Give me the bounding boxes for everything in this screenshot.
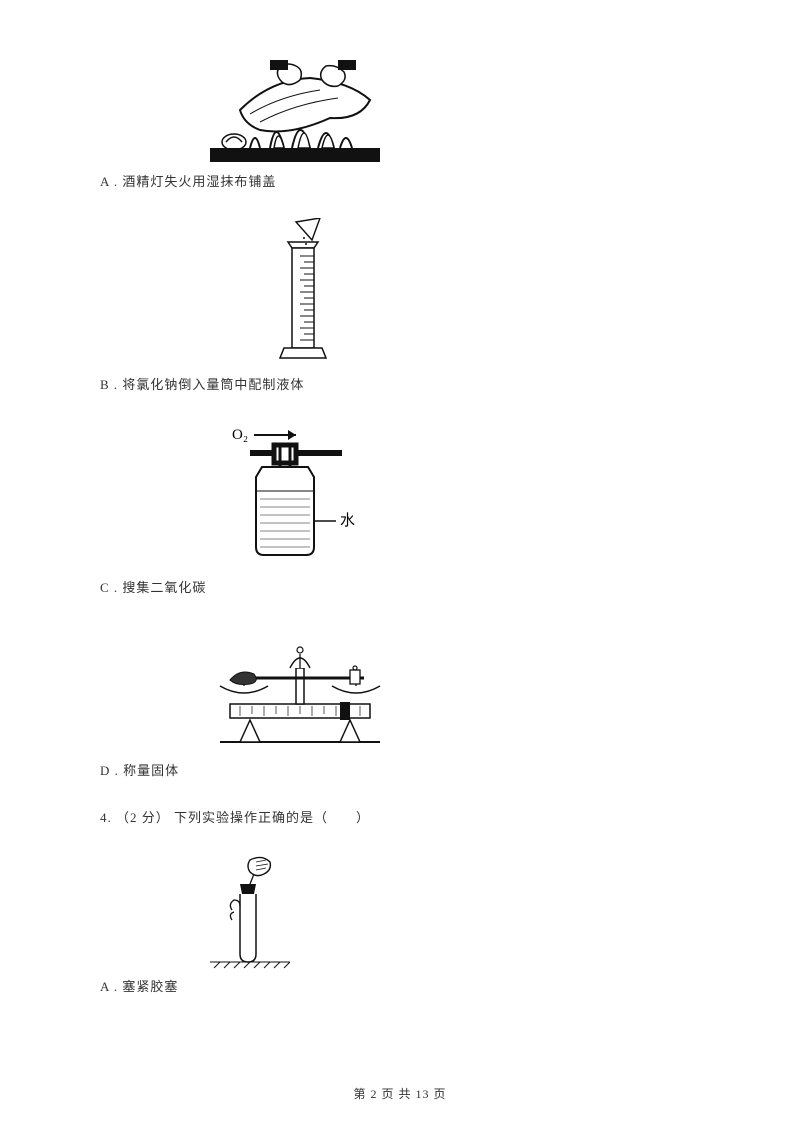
q4-option-a-text: A . 塞紧胶塞: [100, 976, 700, 995]
option-b-text: B . 将氯化钠倒入量筒中配制液体: [100, 374, 700, 393]
option-d-letter: D: [100, 763, 110, 778]
option-a-letter: A: [100, 174, 110, 189]
svg-text:水: 水: [340, 512, 355, 529]
option-d-block: D . 称量固体: [100, 624, 700, 779]
figure-b: [260, 218, 700, 368]
option-a-block: A . 酒精灯失火用湿抹布铺盖: [100, 60, 700, 190]
option-a-desc: 酒精灯失火用湿抹布铺盖: [122, 174, 276, 189]
q4-stem: 下列实验操作正确的是（ ）: [174, 810, 370, 825]
option-a-text: A . 酒精灯失火用湿抹布铺盖: [100, 171, 700, 190]
option-d-desc: 称量固体: [123, 763, 179, 778]
svg-text:O₂: O₂: [232, 427, 248, 443]
option-c-text: C . 搜集二氧化碳: [100, 577, 700, 596]
fire-cloth-icon: [210, 60, 380, 165]
page-footer: 第 2 页 共 13 页: [0, 1085, 800, 1102]
figure-c: O₂ 水: [210, 421, 700, 571]
option-b-block: B . 将氯化钠倒入量筒中配制液体: [100, 218, 700, 393]
q4-number: 4.: [100, 810, 112, 825]
page-total: 13: [416, 1087, 430, 1101]
gas-bottle-icon: O₂ 水: [210, 421, 390, 571]
question-4: 4. （2 分） 下列实验操作正确的是（ ）: [100, 807, 700, 826]
option-c-letter: C: [100, 580, 110, 595]
graduated-cylinder-icon: [260, 218, 350, 368]
figure-d: [200, 624, 700, 754]
option-d-text: D . 称量固体: [100, 760, 700, 779]
option-c-desc: 搜集二氧化碳: [122, 580, 206, 595]
option-b-desc: 将氯化钠倒入量筒中配制液体: [122, 377, 304, 392]
q4-option-a-block: A . 塞紧胶塞: [100, 850, 700, 995]
figure-q4a: [210, 850, 700, 970]
figure-a: [210, 60, 700, 165]
q4-option-a-letter: A: [100, 979, 110, 994]
option-b-letter: B: [100, 377, 110, 392]
q4-points: （2 分）: [116, 810, 170, 825]
balance-scale-icon: [200, 624, 400, 754]
option-c-block: O₂ 水 C .: [100, 421, 700, 596]
test-tube-stopper-icon: [210, 850, 290, 970]
q4-option-a-desc: 塞紧胶塞: [122, 979, 178, 994]
page-current: 2: [370, 1087, 377, 1101]
